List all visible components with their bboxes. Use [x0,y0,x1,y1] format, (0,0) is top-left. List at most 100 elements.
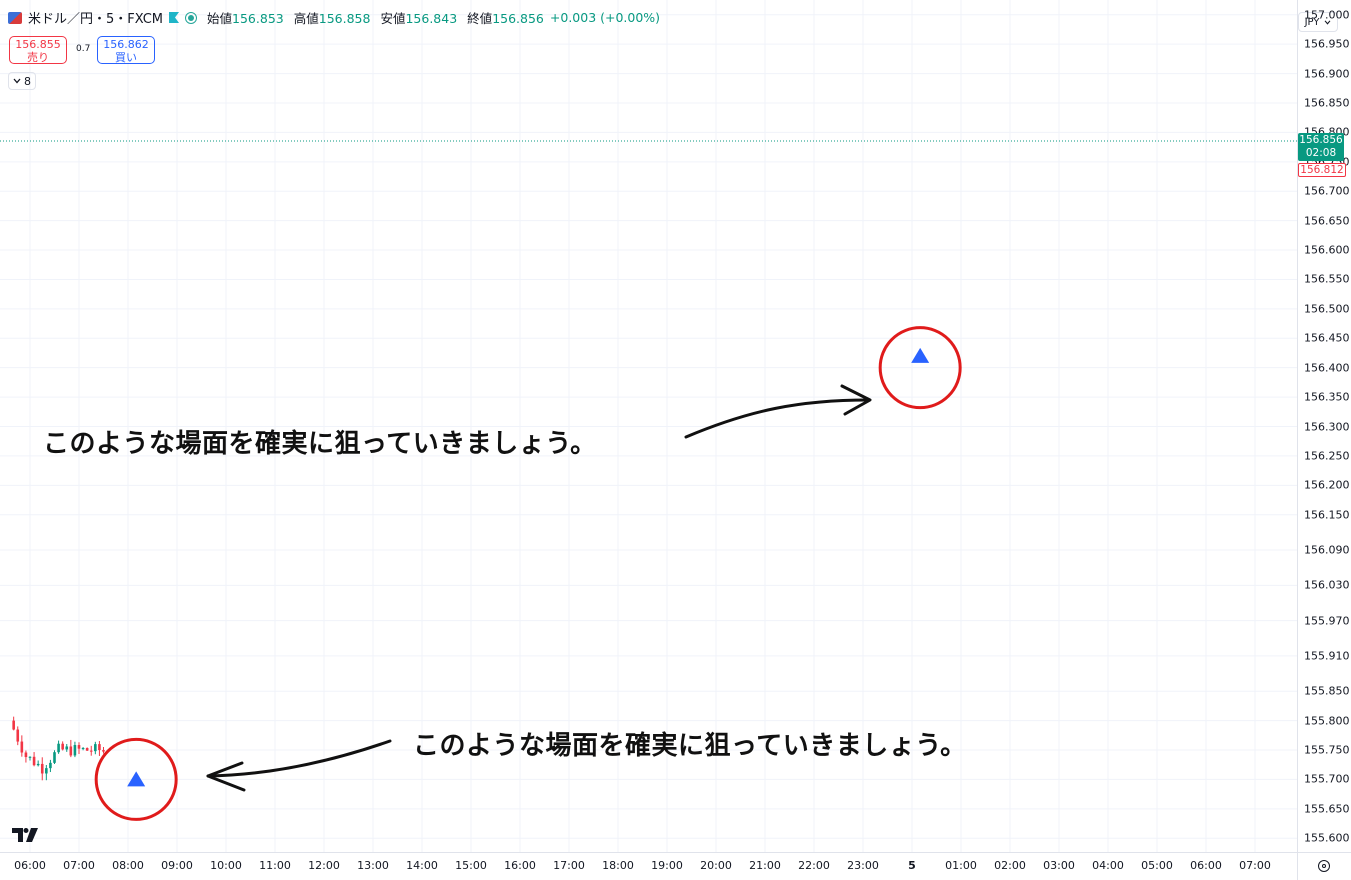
candle-body [94,744,97,752]
candle-body [65,746,69,750]
price-tick-label: 156.500 [1304,302,1350,316]
price-tick-label: 155.750 [1304,743,1350,757]
candle-body [89,750,93,752]
chevron-down-icon [1325,19,1331,25]
time-tick-label: 04:00 [1092,859,1124,872]
candle-body [32,756,36,766]
last-price-value: 156.856 [1299,134,1343,146]
marked-price-tag: 156.812 [1298,163,1346,177]
time-tick-label: 03:00 [1043,859,1075,872]
annotation-text-upper: このような場面を確実に狙っていきましょう。 [43,429,597,459]
market-open-dot-icon[interactable] [185,11,198,24]
price-tick-label: 156.090 [1304,543,1350,557]
symbol-legend: 米ドル／円・5・FXCM 始値156.853 高値156.858 安値156.8… [8,8,660,27]
buy-label: 買い [115,51,137,64]
time-tick-label: 05:00 [1141,859,1173,872]
highlight-circle [878,326,962,410]
high-value: 156.858 [318,11,371,26]
high-label: 高値 [293,11,319,26]
close-label: 終値 [467,11,493,26]
time-tick-label: 07:00 [63,859,95,872]
time-tick-label: 18:00 [602,859,634,872]
candle-body [98,744,101,751]
candle-body [61,743,64,750]
time-tick-label: 01:00 [945,859,977,872]
arrow-lower-shaft [206,739,392,778]
price-tick-label: 156.950 [1304,37,1350,51]
candle-body [24,752,28,758]
usd-jpy-flag-icon [8,11,22,24]
time-tick-label: 21:00 [749,859,781,872]
market-flag-icon[interactable] [169,12,180,23]
settings-gear-icon[interactable] [1318,860,1330,872]
candle-body [28,756,32,758]
arrow-upper-shaft [684,398,870,439]
arrow-upper-head [840,384,872,416]
last-price-tag: 156.856 02:08 [1298,133,1344,161]
bar-countdown: 02:08 [1305,147,1337,159]
time-tick-label: 17:00 [553,859,585,872]
price-tick-label: 156.700 [1304,184,1350,198]
tradingview-logo-icon[interactable] [12,828,38,846]
price-chart[interactable] [0,0,1297,852]
chevron-down-icon [13,78,21,84]
price-tick-label: 156.450 [1304,331,1350,345]
currency-label: JPY [1304,16,1320,28]
change-value: +0.003 (+0.00%) [549,10,661,25]
time-tick-label: 16:00 [504,859,536,872]
candle-body [49,762,52,769]
price-tick-label: 156.850 [1304,96,1350,110]
close-value: 156.856 [492,11,544,26]
time-tick-label: 20:00 [700,859,732,872]
open-value: 156.853 [232,11,284,26]
time-tick-label: 10:00 [210,859,242,872]
annotation-text-lower: このような場面を確実に狙っていきましょう。 [413,731,967,761]
time-tick-label: 06:00 [14,859,46,872]
price-tick-label: 155.910 [1304,649,1350,663]
price-tick-label: 156.900 [1304,67,1350,81]
time-tick-label: 23:00 [847,859,879,872]
price-tick-label: 155.650 [1304,802,1350,816]
candle-body [36,763,40,766]
buy-signals [127,347,930,787]
price-tick-label: 156.550 [1304,272,1350,286]
time-tick-label: 07:00 [1239,859,1271,872]
price-tick-label: 157.000 [1304,8,1350,22]
time-tick-label: 15:00 [455,859,487,872]
time-tick-label: 09:00 [161,859,193,872]
symbol-title[interactable]: 米ドル／円・5・FXCM [28,12,164,27]
time-axis-border [0,852,1351,853]
candlestick-series [12,716,105,781]
price-tick-label: 156.600 [1304,243,1350,257]
sell-price: 156.855 [15,38,61,51]
price-tick-label: 156.150 [1304,508,1350,522]
time-tick-label: 12:00 [308,859,340,872]
time-tick-label: 02:00 [994,859,1026,872]
candle-body [81,748,85,750]
price-tick-label: 155.700 [1304,772,1350,786]
indicators-toggle-button[interactable]: 8 [8,72,36,90]
time-tick-label: 11:00 [259,859,291,872]
time-tick-label: 14:00 [406,859,438,872]
currency-selector[interactable]: JPY [1298,12,1338,32]
candle-body [73,745,77,756]
price-tick-label: 155.800 [1304,714,1350,728]
price-tick-label: 156.300 [1304,420,1350,433]
time-tick-label: 08:00 [112,859,144,872]
low-label: 安値 [380,11,406,26]
sell-label: 売り [27,51,49,64]
spread-value: 0.7 [76,44,91,54]
candle-body [102,750,105,752]
time-tick-label: 22:00 [798,859,830,872]
candle-body [45,768,48,774]
buy-button[interactable]: 156.862 買い [97,36,155,64]
arrow-lower-head [206,761,246,792]
candle-body [57,743,60,753]
candle-body [77,745,81,749]
price-tick-label: 155.600 [1304,831,1350,845]
highlight-circle [94,737,178,821]
price-axis[interactable] [1297,0,1351,880]
sell-button[interactable]: 156.855 売り [9,36,67,64]
candle-body [69,746,73,756]
price-tick-label: 155.970 [1304,614,1350,628]
